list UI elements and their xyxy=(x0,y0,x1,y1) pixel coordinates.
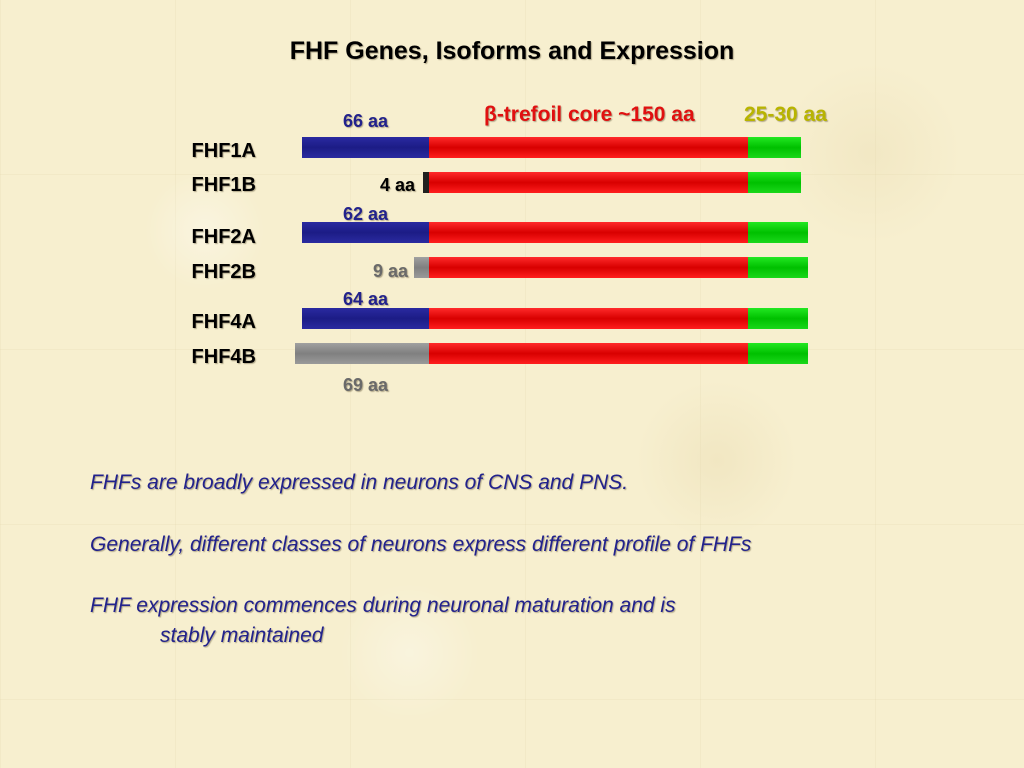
n-terminal-segment xyxy=(295,343,429,364)
c-terminal-segment xyxy=(748,308,808,329)
core-segment xyxy=(429,172,748,193)
row-label-fhf2b: FHF2B xyxy=(191,261,256,283)
core-domain-label: β-trefoil core ~150 aa xyxy=(484,103,695,126)
c-terminal-label: 25-30 aa xyxy=(744,103,827,126)
c-terminal-segment xyxy=(748,343,808,364)
n-terminal-segment xyxy=(302,137,429,158)
expression-note: stably maintained xyxy=(160,624,324,647)
c-terminal-segment xyxy=(748,172,801,193)
expression-note: FHFs are broadly expressed in neurons of… xyxy=(90,471,629,494)
n-term-length-label: 62 aa xyxy=(343,204,389,224)
n-term-length-label: 64 aa xyxy=(343,289,389,309)
row-label-fhf4a: FHF4A xyxy=(191,311,256,333)
core-segment xyxy=(429,257,748,278)
c-terminal-segment xyxy=(748,222,808,243)
c-terminal-segment xyxy=(748,257,808,278)
n-terminal-segment xyxy=(414,257,429,278)
expression-note: FHF expression commences during neuronal… xyxy=(90,594,676,617)
n-terminal-segment xyxy=(423,172,429,193)
n-term-length-label: 66 aa xyxy=(343,111,389,131)
expression-note: Generally, different classes of neurons … xyxy=(90,533,752,556)
n-term-length-label: 4 aa xyxy=(380,175,416,195)
row-label-fhf4b: FHF4B xyxy=(191,346,256,368)
n-term-length-label: 9 aa xyxy=(373,261,409,281)
n-terminal-segment xyxy=(302,308,429,329)
core-segment xyxy=(429,343,748,364)
row-label-fhf1b: FHF1B xyxy=(191,174,256,196)
n-term-length-label: 69 aa xyxy=(343,375,389,395)
row-label-fhf1a: FHF1A xyxy=(191,140,256,162)
row-label-fhf2a: FHF2A xyxy=(191,226,256,248)
n-terminal-segment xyxy=(302,222,429,243)
core-segment xyxy=(429,137,748,158)
c-terminal-segment xyxy=(748,137,801,158)
page-title: FHF Genes, Isoforms and Expression xyxy=(289,37,735,65)
core-segment xyxy=(429,308,748,329)
core-segment xyxy=(429,222,748,243)
